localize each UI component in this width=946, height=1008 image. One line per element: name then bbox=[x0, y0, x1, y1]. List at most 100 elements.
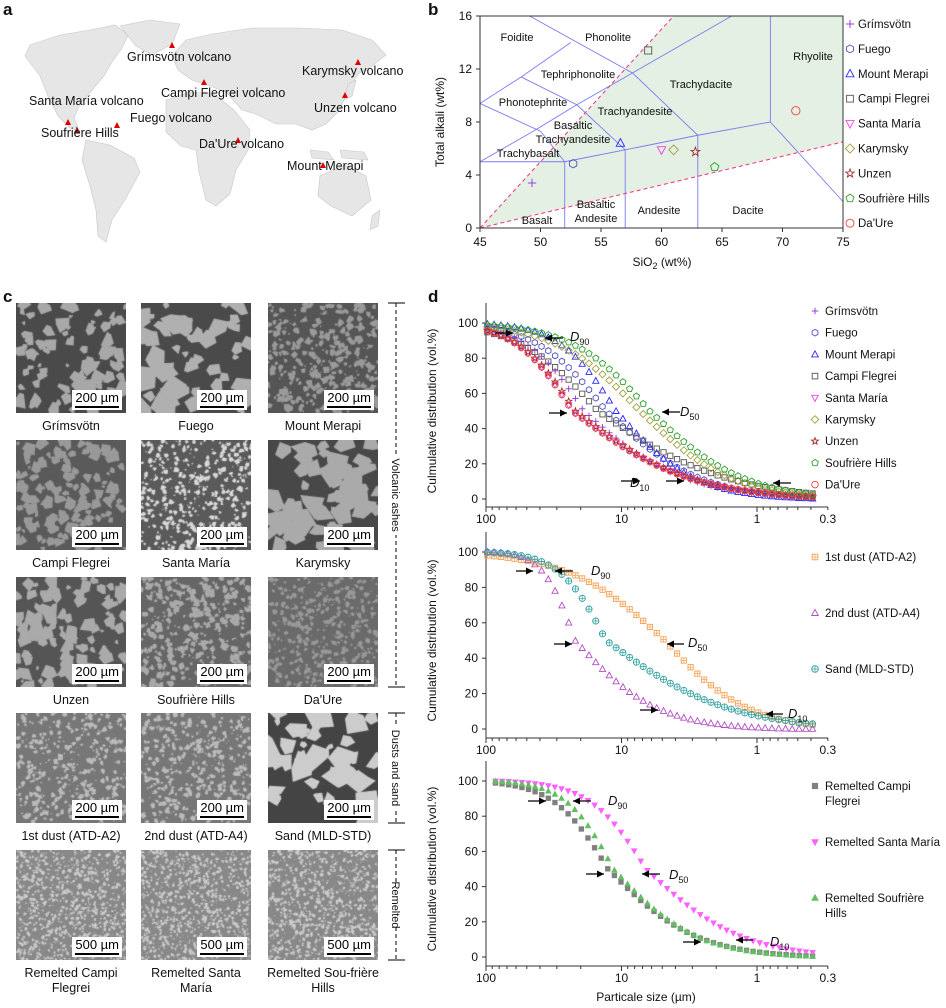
legend-marker bbox=[811, 839, 819, 847]
data-point bbox=[497, 320, 505, 329]
data-point bbox=[639, 454, 647, 462]
data-point bbox=[693, 455, 702, 465]
scale-bar-label: 200 µm bbox=[75, 664, 119, 679]
data-point bbox=[551, 381, 559, 389]
arrowhead-icon bbox=[560, 409, 567, 417]
data-point bbox=[666, 426, 674, 434]
micrograph-label: Unzen bbox=[52, 693, 90, 707]
group-label: Remelted bbox=[389, 881, 401, 928]
y-axis-title: Total alkali (wt%) bbox=[433, 77, 447, 167]
scale-bar: 200 µm bbox=[197, 390, 247, 410]
data-point bbox=[801, 724, 810, 732]
data-point bbox=[680, 472, 688, 480]
data-point bbox=[743, 947, 750, 954]
micrograph-label: Santa María bbox=[161, 556, 231, 570]
data-point bbox=[632, 403, 641, 412]
legend-label: Santa María bbox=[825, 393, 888, 405]
legend-label: Karymsky bbox=[825, 415, 876, 427]
legend-label: 2nd dust (ATD-A4) bbox=[825, 608, 920, 620]
arrowhead-icon bbox=[736, 936, 743, 944]
volcano-marker-icon bbox=[201, 79, 207, 85]
data-point bbox=[720, 471, 729, 480]
d-annotation: D50 bbox=[669, 867, 688, 885]
data-point bbox=[538, 784, 546, 791]
data-point bbox=[644, 46, 653, 55]
micrograph-label: Soufrière Hills bbox=[157, 693, 235, 707]
data-point bbox=[700, 478, 708, 486]
legend-label: Unzen bbox=[858, 168, 891, 180]
field-boundary bbox=[529, 15, 699, 136]
data-point bbox=[524, 335, 532, 344]
data-point bbox=[591, 802, 598, 809]
data-point bbox=[721, 692, 728, 699]
data-point bbox=[619, 443, 627, 451]
volcano-label: Campi Flegrei volcano bbox=[161, 86, 285, 100]
d-annotation: D90 bbox=[591, 563, 610, 581]
data-point bbox=[781, 486, 790, 494]
y-tick-label: 4 bbox=[465, 168, 472, 182]
y-tick-label: 16 bbox=[459, 9, 473, 23]
data-point bbox=[660, 455, 667, 463]
region-label: Rhyolite bbox=[793, 51, 833, 63]
data-point bbox=[659, 420, 668, 427]
data-point bbox=[701, 476, 708, 484]
data-point bbox=[673, 650, 681, 657]
micrograph-label: 2nd dust (ATD-A4) bbox=[144, 829, 248, 843]
micrograph-image: 200 µm bbox=[16, 577, 126, 687]
data-point bbox=[498, 778, 506, 785]
arrowhead-icon bbox=[667, 640, 674, 648]
legend-marker bbox=[811, 665, 819, 673]
data-point bbox=[640, 617, 647, 624]
data-point bbox=[710, 939, 717, 946]
legend-marker bbox=[811, 553, 819, 561]
data-point bbox=[537, 330, 546, 338]
data-point bbox=[670, 920, 678, 927]
data-point bbox=[612, 406, 620, 414]
data-point bbox=[809, 720, 817, 728]
data-point bbox=[694, 670, 701, 677]
data-point bbox=[714, 687, 721, 694]
arrowhead-icon bbox=[565, 640, 572, 648]
region-label: Trachyandesite bbox=[598, 106, 673, 118]
data-point bbox=[667, 452, 674, 459]
data-point bbox=[699, 477, 709, 487]
world-map: Grímsvötn volcano Campi Flegrei volcano Ka… bbox=[24, 19, 403, 243]
region-label: Phonolite bbox=[585, 32, 631, 44]
scale-bar-line bbox=[75, 816, 119, 818]
data-point bbox=[557, 342, 567, 351]
data-point bbox=[538, 342, 545, 351]
data-point bbox=[767, 489, 777, 498]
legend-marker bbox=[845, 218, 855, 228]
data-point bbox=[686, 451, 695, 460]
data-point bbox=[646, 623, 654, 631]
data-point bbox=[545, 347, 552, 355]
landmass bbox=[165, 91, 251, 207]
micrograph-image: 500 µm bbox=[268, 850, 378, 960]
data-point bbox=[795, 718, 803, 726]
volcano-marker-icon bbox=[74, 127, 80, 133]
data-point bbox=[483, 548, 491, 556]
data-point bbox=[694, 464, 701, 472]
data-point bbox=[728, 696, 735, 703]
legend-label: Flegrei bbox=[825, 796, 860, 808]
y-tick-label: 40 bbox=[465, 880, 479, 894]
scale-bar-label: 200 µm bbox=[200, 390, 244, 405]
arrowhead-icon bbox=[773, 479, 780, 487]
scale-bar-label: 500 µm bbox=[200, 937, 244, 952]
micrograph-label: Karymsky bbox=[295, 556, 351, 570]
micrograph-image: 200 µm bbox=[141, 440, 251, 550]
psd-chart-d-bottom: 100 10 1 0.3 0 20 40 60 80 100 Culmulative distrib… bbox=[425, 761, 941, 1004]
data-point bbox=[551, 333, 559, 341]
data-point bbox=[672, 440, 682, 450]
data-point bbox=[564, 346, 573, 354]
data-point bbox=[618, 389, 628, 398]
data-point bbox=[633, 611, 640, 619]
data-point bbox=[687, 690, 695, 698]
data-point bbox=[680, 437, 688, 445]
data-point bbox=[809, 952, 816, 959]
scale-bar-line bbox=[327, 816, 371, 818]
data-point bbox=[659, 675, 668, 683]
data-point bbox=[570, 406, 580, 416]
data-point bbox=[626, 429, 633, 436]
data-point bbox=[703, 936, 711, 944]
